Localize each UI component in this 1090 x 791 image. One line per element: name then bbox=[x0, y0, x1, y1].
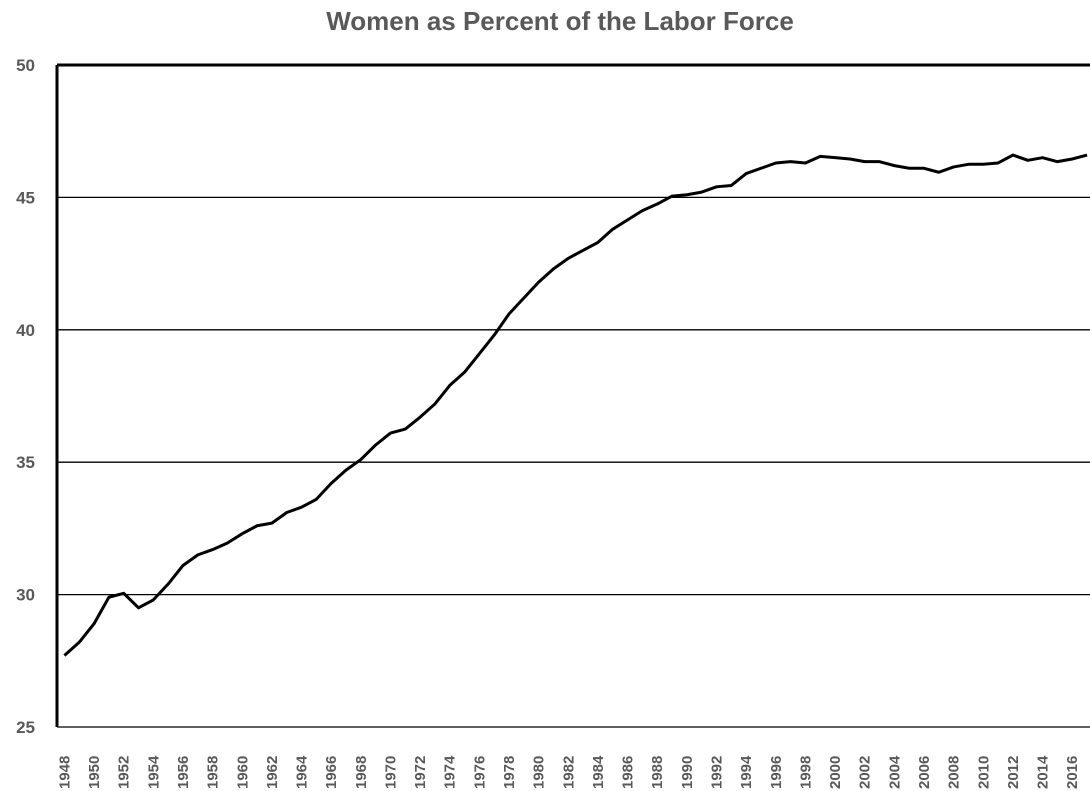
x-tick-label: 2008 bbox=[946, 756, 963, 789]
x-tick-label: 2012 bbox=[1005, 756, 1022, 789]
x-tick-label: 1976 bbox=[471, 756, 488, 789]
x-tick-label: 1956 bbox=[175, 756, 192, 789]
y-tick-label: 40 bbox=[16, 321, 35, 340]
x-tick-label: 2010 bbox=[975, 756, 992, 789]
x-tick-label: 2002 bbox=[857, 756, 874, 789]
x-tick-label: 1948 bbox=[56, 756, 73, 789]
y-tick-label: 35 bbox=[16, 453, 35, 472]
x-tick-label: 1988 bbox=[649, 756, 666, 789]
x-tick-label: 1968 bbox=[353, 756, 370, 789]
x-tick-label: 1970 bbox=[382, 756, 399, 789]
y-tick-label: 50 bbox=[16, 56, 35, 75]
x-tick-label: 2006 bbox=[916, 756, 933, 789]
y-tick-label: 25 bbox=[16, 718, 35, 737]
x-tick-label: 1984 bbox=[590, 755, 607, 789]
x-tick-label: 1994 bbox=[738, 755, 755, 789]
x-tick-label: 1974 bbox=[442, 755, 459, 789]
x-tick-label: 1954 bbox=[145, 755, 162, 789]
x-tick-label: 1972 bbox=[412, 756, 429, 789]
x-tick-label: 1964 bbox=[294, 755, 311, 789]
x-tick-label: 1958 bbox=[205, 756, 222, 789]
x-tick-label: 1960 bbox=[234, 756, 251, 789]
x-tick-label: 1952 bbox=[116, 756, 133, 789]
x-tick-label: 2016 bbox=[1064, 756, 1081, 789]
x-tick-label: 1998 bbox=[797, 756, 814, 789]
x-tick-label: 1986 bbox=[620, 756, 637, 789]
x-tick-label: 1950 bbox=[86, 756, 103, 789]
chart-title: Women as Percent of the Labor Force bbox=[326, 6, 794, 36]
x-tick-label: 1982 bbox=[560, 756, 577, 789]
x-tick-label: 1966 bbox=[323, 756, 340, 789]
x-tick-label: 1996 bbox=[768, 756, 785, 789]
y-tick-label: 30 bbox=[16, 586, 35, 605]
x-tick-label: 2004 bbox=[886, 755, 903, 789]
x-tick-label: 1990 bbox=[679, 756, 696, 789]
x-tick-label: 2000 bbox=[827, 756, 844, 789]
x-tick-label: 1962 bbox=[264, 756, 281, 789]
y-tick-label: 45 bbox=[16, 188, 35, 207]
x-tick-label: 2014 bbox=[1035, 755, 1052, 789]
x-tick-label: 1992 bbox=[709, 756, 726, 789]
data-line bbox=[63, 153, 1088, 657]
x-tick-label: 1980 bbox=[531, 756, 548, 789]
x-tick-label: 1978 bbox=[501, 756, 518, 789]
